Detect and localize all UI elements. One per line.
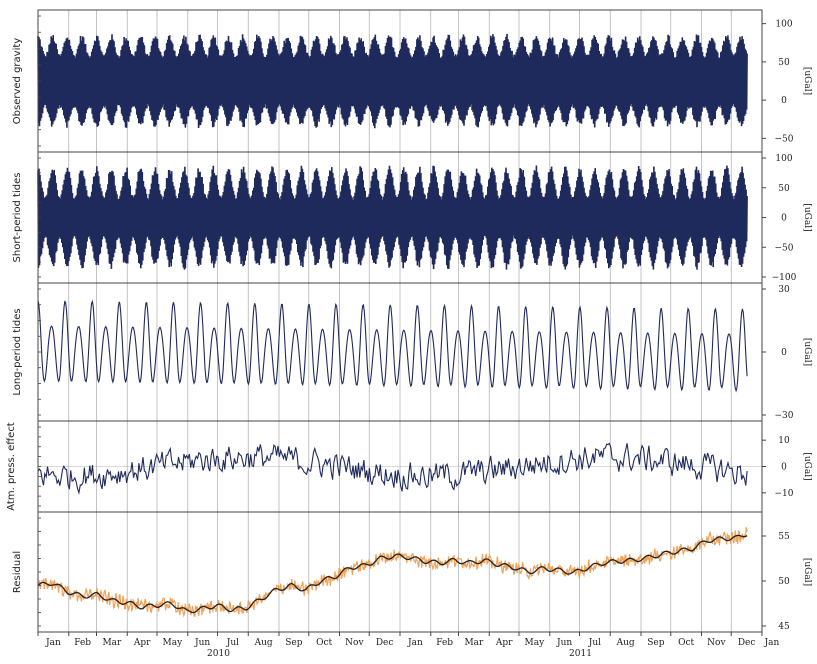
- x-month-label: Jan: [45, 638, 61, 648]
- x-month-label: Feb: [74, 638, 91, 648]
- x-month-label: Jan: [407, 638, 423, 648]
- y-tick-label: 10: [778, 436, 790, 446]
- y-tick-label: −10: [775, 489, 794, 499]
- y-axis-label: Long-period tides: [12, 308, 23, 395]
- atm-pressure-trace: [37, 442, 748, 495]
- unit-label: [uGal]: [802, 558, 812, 586]
- y-tick-label: −50: [775, 243, 794, 253]
- y-tick-label: 55: [778, 532, 790, 542]
- y-tick-label: 0: [781, 214, 787, 224]
- unit-label: [uGal]: [802, 338, 812, 366]
- long-period-tide-trace: [37, 299, 748, 393]
- x-month-label: Sep: [285, 638, 302, 648]
- x-month-label: Jan: [764, 638, 780, 648]
- x-month-label: Apr: [133, 638, 151, 648]
- x-month-label: Nov: [707, 638, 726, 648]
- x-month-label: Dec: [376, 638, 394, 648]
- y-tick-label: 0: [781, 463, 787, 473]
- y-tick-label: 50: [778, 58, 790, 68]
- x-month-label: Sep: [647, 638, 664, 648]
- y-tick-label: 45: [778, 622, 790, 632]
- x-month-label: Mar: [102, 638, 122, 648]
- x-month-label: Jun: [194, 638, 210, 648]
- x-month-label: May: [525, 638, 546, 648]
- x-month-label: Feb: [436, 638, 453, 648]
- x-month-label: Dec: [738, 638, 756, 648]
- y-tick-label: 50: [778, 184, 790, 194]
- raw-residual-trace: [37, 527, 748, 618]
- unit-label: [uGal]: [802, 203, 812, 231]
- smoothed-residual-trace: [37, 534, 748, 614]
- y-tick-label: 100: [775, 20, 792, 30]
- x-month-label: May: [163, 638, 184, 648]
- unit-label: [uGal]: [802, 452, 812, 480]
- y-axis-label: Short-period tides: [12, 173, 23, 263]
- unit-label: [uGal]: [802, 67, 812, 95]
- y-tick-label: 100: [775, 154, 792, 164]
- x-month-label: Oct: [316, 638, 332, 648]
- data-traces: [37, 33, 748, 618]
- x-month-label: Jul: [588, 638, 601, 648]
- x-year-label: 2011: [569, 649, 592, 659]
- x-month-label: Jun: [556, 638, 572, 648]
- y-tick-label: −30: [775, 411, 794, 421]
- y-axis-label: Residual: [12, 551, 23, 593]
- y-tick-label: 0: [781, 96, 787, 106]
- y-tick-label: 30: [778, 285, 790, 295]
- tidal-signal-trace: [37, 33, 748, 129]
- x-month-label: Nov: [345, 638, 364, 648]
- x-month-label: Jul: [226, 638, 239, 648]
- y-tick-label: −50: [775, 134, 794, 144]
- y-tick-label: −100: [772, 273, 797, 283]
- x-month-label: Aug: [616, 638, 635, 648]
- y-tick-label: 50: [778, 577, 790, 587]
- x-month-label: Mar: [464, 638, 484, 648]
- x-month-label: Apr: [495, 638, 513, 648]
- x-month-label: Oct: [678, 638, 694, 648]
- y-axis-label: Observed gravity: [12, 38, 23, 124]
- y-tick-label: 0: [781, 348, 787, 358]
- y-axis-label: Atm. press. effect: [6, 422, 17, 511]
- x-month-label: Aug: [254, 638, 273, 648]
- x-year-label: 2010: [207, 649, 230, 659]
- tidal-signal-trace: [37, 165, 748, 270]
